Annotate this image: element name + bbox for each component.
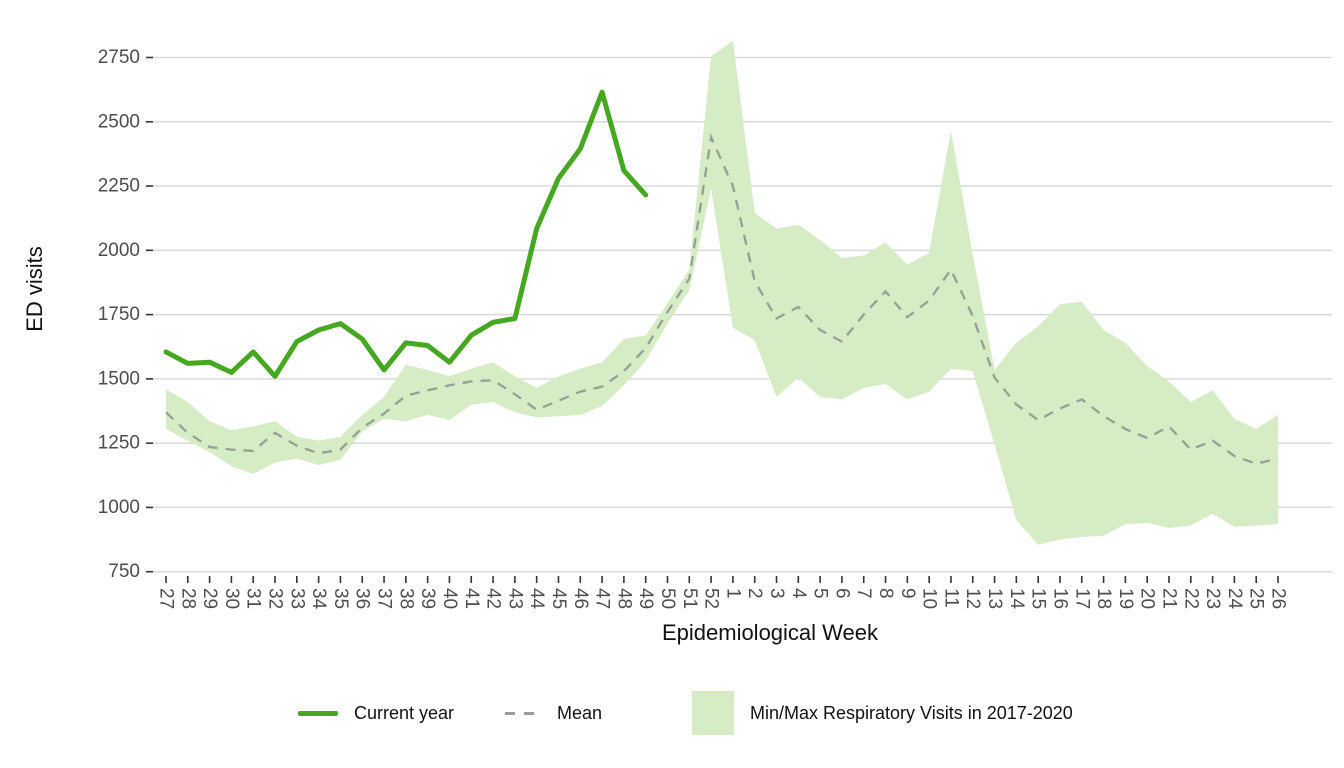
svg-text:29: 29 xyxy=(199,588,220,609)
svg-text:27: 27 xyxy=(156,588,177,609)
svg-text:8: 8 xyxy=(875,588,896,599)
svg-text:2250: 2250 xyxy=(98,176,140,197)
svg-text:23: 23 xyxy=(1202,588,1223,609)
svg-text:2500: 2500 xyxy=(98,111,140,132)
svg-text:13: 13 xyxy=(984,588,1005,609)
svg-text:36: 36 xyxy=(352,588,373,609)
svg-text:1: 1 xyxy=(722,588,743,599)
svg-text:31: 31 xyxy=(243,588,264,609)
svg-text:32: 32 xyxy=(265,588,286,609)
svg-text:33: 33 xyxy=(286,588,307,609)
svg-text:9: 9 xyxy=(897,588,918,599)
svg-text:38: 38 xyxy=(395,588,416,609)
x-axis-ticks: 27 28 29 30 31 32 33 34 35 36 37 38 39 40 41 42 43 44 45 46… xyxy=(156,576,1289,610)
svg-text:14: 14 xyxy=(1006,588,1027,610)
svg-text:15: 15 xyxy=(1028,588,1049,609)
svg-text:49: 49 xyxy=(635,588,656,609)
svg-text:19: 19 xyxy=(1115,588,1136,609)
svg-text:43: 43 xyxy=(504,588,525,609)
svg-text:42: 42 xyxy=(483,588,504,609)
svg-text:45: 45 xyxy=(548,588,569,609)
svg-text:46: 46 xyxy=(570,588,591,609)
svg-text:30: 30 xyxy=(221,588,242,609)
svg-text:2000: 2000 xyxy=(98,240,140,261)
svg-text:35: 35 xyxy=(330,588,351,609)
svg-text:1000: 1000 xyxy=(98,497,140,518)
svg-text:47: 47 xyxy=(592,588,613,609)
svg-text:52: 52 xyxy=(701,588,722,609)
svg-text:3: 3 xyxy=(766,588,787,599)
svg-text:1750: 1750 xyxy=(98,304,140,325)
svg-text:20: 20 xyxy=(1137,588,1158,609)
svg-text:41: 41 xyxy=(461,588,482,609)
svg-text:4: 4 xyxy=(788,588,809,599)
svg-text:40: 40 xyxy=(439,588,460,609)
svg-text:28: 28 xyxy=(177,588,198,609)
x-axis-title: Epidemiological Week xyxy=(661,620,879,645)
svg-text:5: 5 xyxy=(810,588,831,599)
y-axis-ticks: 750 1000 1250 1500 1750 2000 2250 2500 2750 xyxy=(98,47,153,582)
legend-mean-label: Mean xyxy=(557,702,603,723)
y-axis-title: ED visits xyxy=(22,246,47,332)
minmax-ribbon xyxy=(166,40,1278,545)
svg-text:750: 750 xyxy=(108,561,140,582)
svg-text:25: 25 xyxy=(1246,588,1267,609)
svg-text:1500: 1500 xyxy=(98,368,140,389)
svg-text:16: 16 xyxy=(1049,588,1070,609)
svg-text:10: 10 xyxy=(919,588,940,609)
mean-line xyxy=(165,133,1279,465)
legend-item-mean: Mean xyxy=(505,688,602,738)
svg-text:48: 48 xyxy=(613,588,634,609)
legend-item-current-year: Current year xyxy=(298,688,454,738)
svg-text:6: 6 xyxy=(831,588,852,599)
svg-text:11: 11 xyxy=(940,588,961,608)
svg-text:37: 37 xyxy=(374,588,395,609)
svg-text:2: 2 xyxy=(744,588,765,599)
svg-text:21: 21 xyxy=(1158,588,1179,609)
current-year-line xyxy=(163,89,649,379)
svg-text:7: 7 xyxy=(853,588,874,599)
svg-text:24: 24 xyxy=(1224,588,1245,610)
svg-text:17: 17 xyxy=(1071,588,1092,609)
legend-current-year-label: Current year xyxy=(354,702,455,723)
svg-text:26: 26 xyxy=(1268,588,1289,609)
svg-text:2750: 2750 xyxy=(98,47,140,68)
svg-text:44: 44 xyxy=(526,588,547,610)
svg-text:18: 18 xyxy=(1093,588,1114,609)
current-year-line-swatch xyxy=(298,710,338,716)
svg-text:51: 51 xyxy=(679,588,700,609)
legend: Current year Mean Min/Max Respiratory Vi… xyxy=(0,688,1344,748)
svg-text:50: 50 xyxy=(657,588,678,609)
svg-text:34: 34 xyxy=(308,588,329,610)
svg-text:39: 39 xyxy=(417,588,438,609)
minmax-band-swatch xyxy=(692,691,734,735)
svg-text:1250: 1250 xyxy=(98,433,140,454)
svg-text:22: 22 xyxy=(1180,588,1201,609)
legend-minmax-label: Min/Max Respiratory Visits in 2017-2020 xyxy=(750,702,1073,723)
svg-text:12: 12 xyxy=(962,588,983,609)
legend-item-minmax-band: Min/Max Respiratory Visits in 2017-2020 xyxy=(692,688,1073,738)
mean-dash-swatch xyxy=(505,711,543,715)
